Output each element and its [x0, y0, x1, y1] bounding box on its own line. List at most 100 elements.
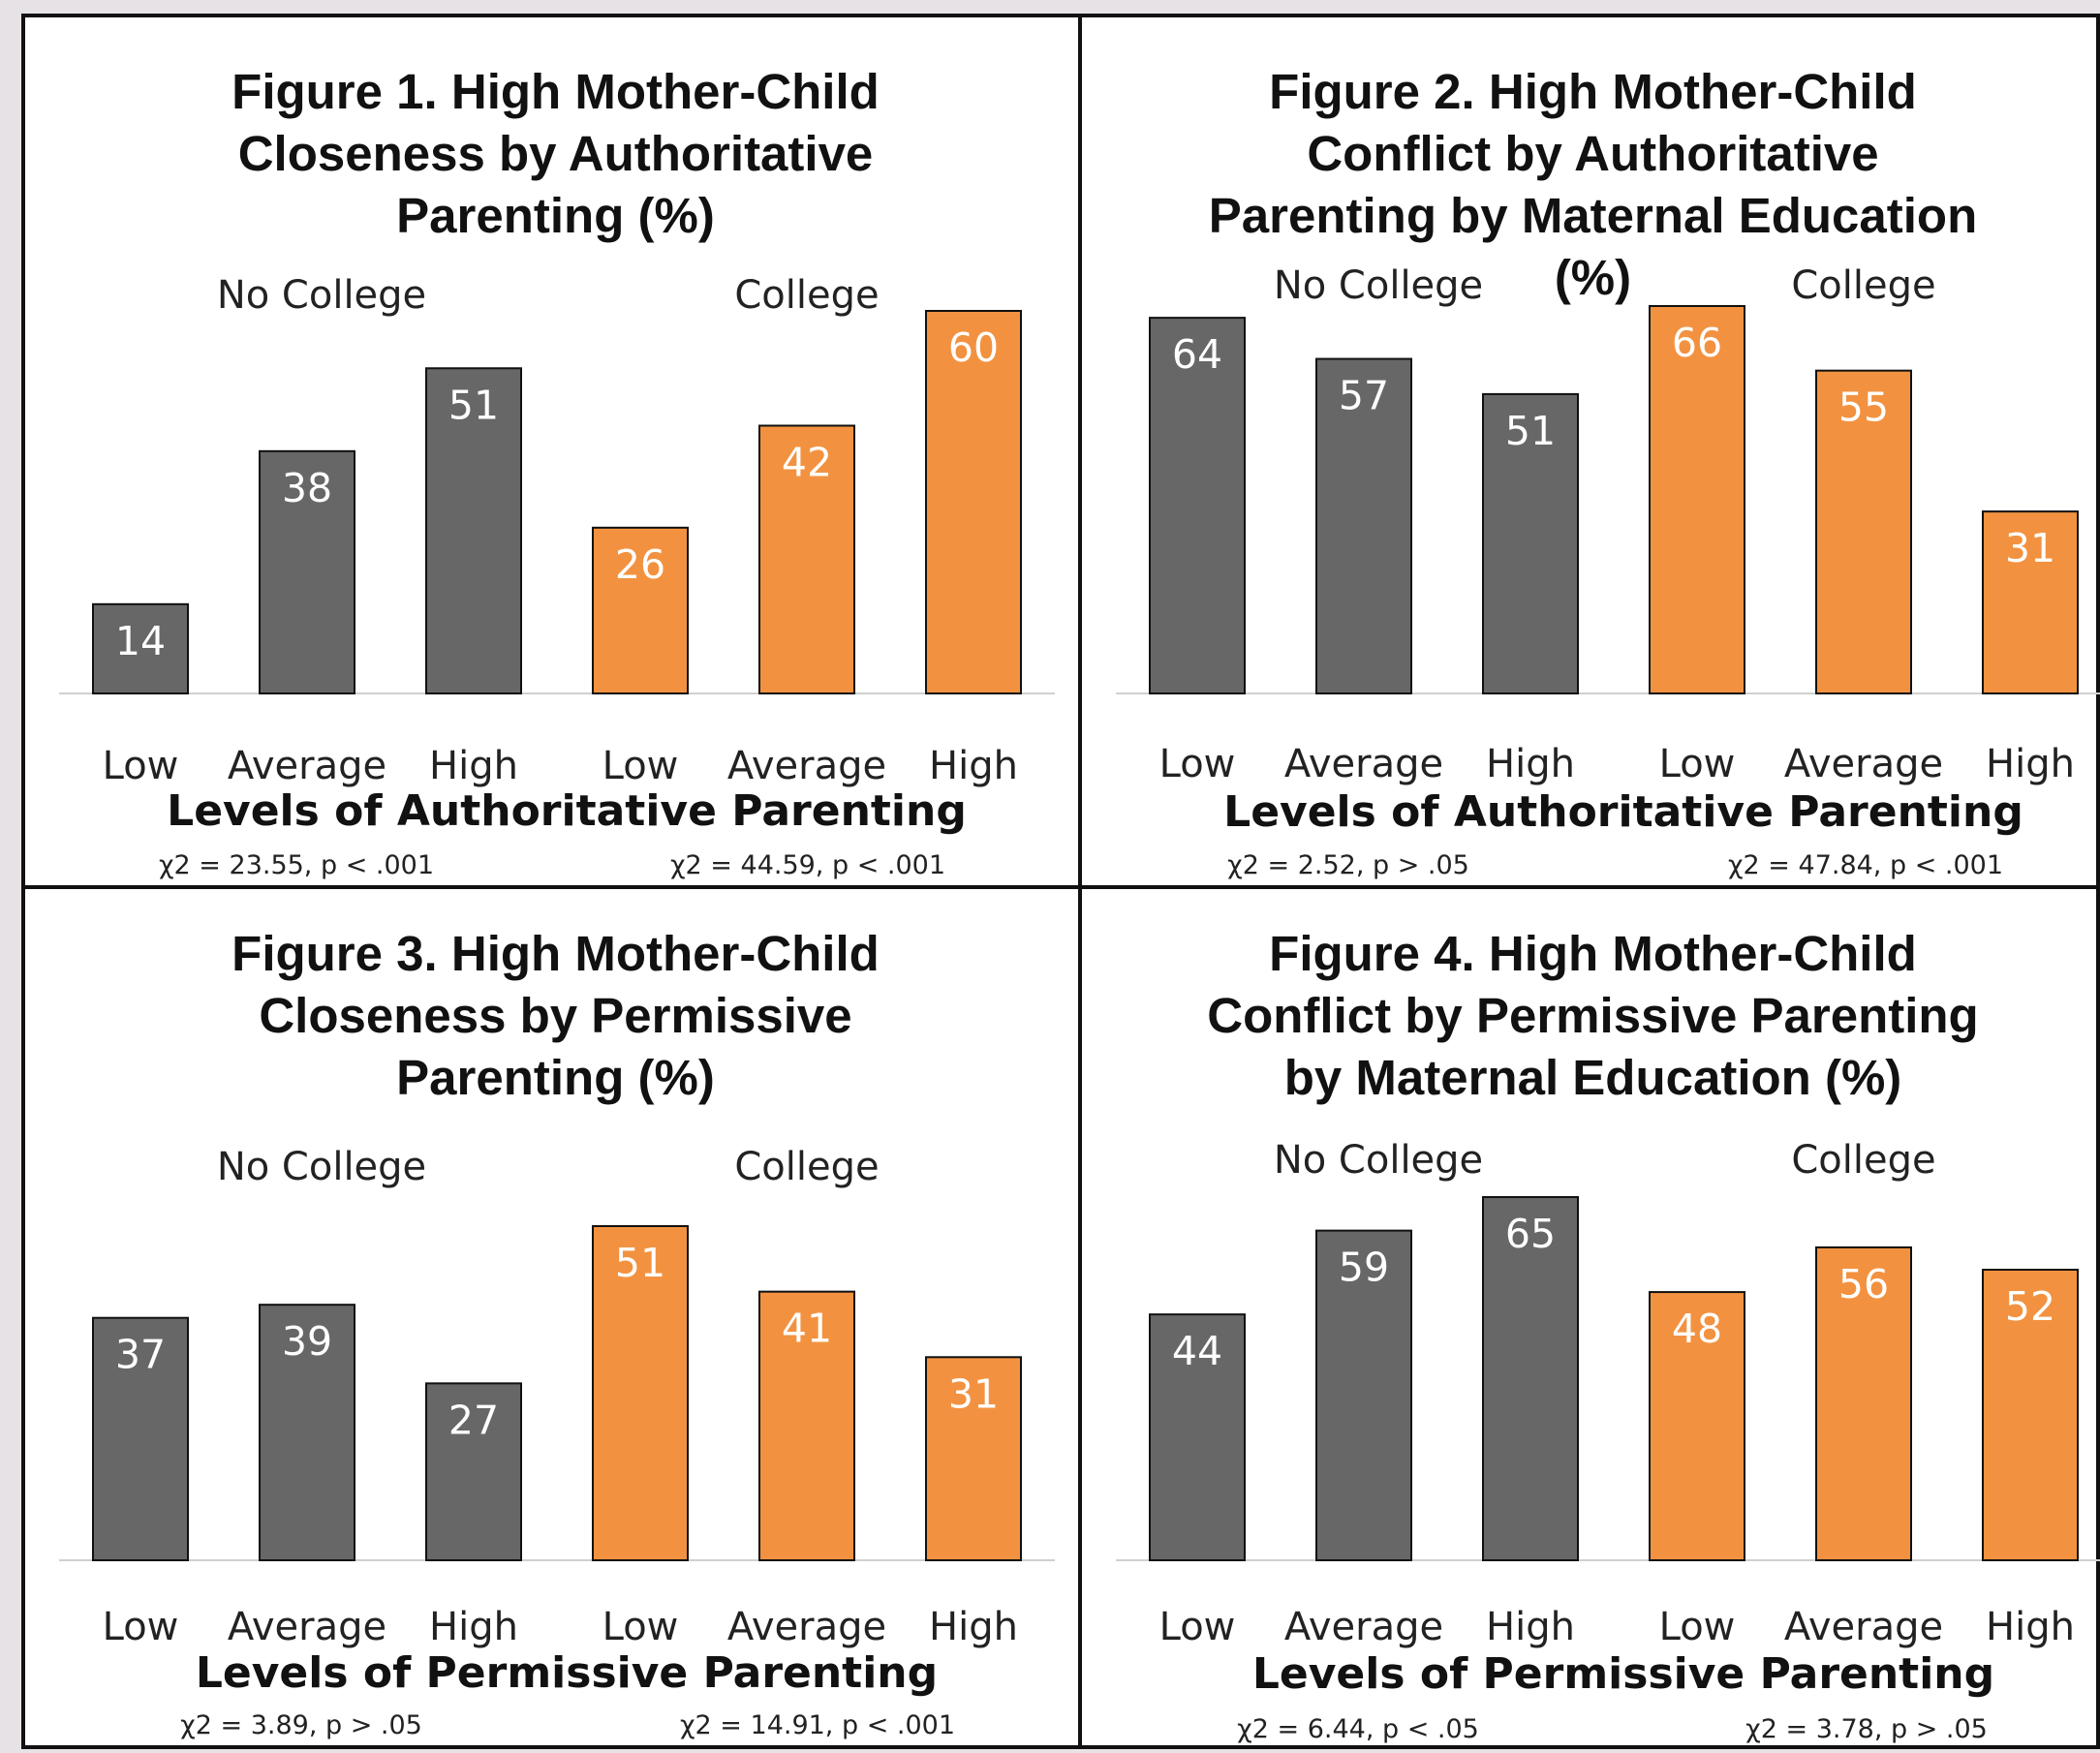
chart-panel-3: Figure 3. High Mother-Child Closeness by …: [21, 885, 1082, 1749]
x-tick-label: High: [929, 1605, 1018, 1649]
x-tick-label: Average: [228, 1605, 386, 1649]
x-axis-label: Levels of Permissive Parenting: [196, 1648, 938, 1698]
bar-chart-2: Figure 2. High Mother-Child Conflict by A…: [1116, 64, 2100, 880]
data-label: 38: [282, 465, 332, 511]
chart-title-line: Parenting (%): [396, 1050, 715, 1105]
x-tick-label: Low: [103, 1605, 179, 1649]
data-label: 37: [115, 1332, 166, 1378]
bar: [1982, 1269, 2079, 1561]
chart-panel-2: Figure 2. High Mother-Child Conflict by A…: [1078, 14, 2100, 889]
x-axis-label: Levels of Authoritative Parenting: [1223, 787, 2023, 837]
x-tick-label: High: [1486, 1605, 1575, 1649]
x-tick-label: High: [429, 744, 518, 788]
data-label: 66: [1672, 320, 1722, 366]
data-label: 51: [448, 382, 499, 428]
data-label: 60: [948, 324, 999, 371]
chi-square-stat: χ2 = 14.91, p < .001: [680, 1710, 955, 1740]
chi-square-stat: χ2 = 6.44, p < .05: [1237, 1714, 1479, 1744]
bar: [758, 1290, 855, 1561]
x-tick-label: Low: [602, 1605, 679, 1649]
data-label: 57: [1339, 373, 1389, 419]
x-tick-label: High: [1486, 742, 1575, 786]
chart-panel-4: Figure 4. High Mother-Child Conflict by P…: [1078, 885, 2100, 1749]
group-label: No College: [217, 273, 426, 318]
bar: [1482, 392, 1579, 694]
bar: [1149, 1313, 1246, 1561]
bar: [1815, 1246, 1912, 1561]
data-label: 59: [1339, 1245, 1389, 1291]
bar: [1815, 369, 1912, 694]
bar: [1649, 305, 1745, 694]
bar: [259, 449, 355, 695]
bar: [1482, 1196, 1579, 1561]
bar: [1149, 317, 1246, 694]
chart-title-line: Parenting (%): [396, 188, 715, 243]
data-label: 51: [615, 1240, 665, 1286]
x-tick-label: Low: [1159, 1605, 1236, 1649]
data-label: 65: [1505, 1211, 1556, 1257]
bar: [92, 1316, 189, 1561]
x-tick-label: Average: [727, 744, 886, 788]
data-label: 31: [2005, 525, 2055, 571]
x-tick-label: Low: [602, 744, 679, 788]
x-tick-label: Average: [1284, 742, 1443, 786]
bar: [1982, 510, 2079, 694]
chart-title-line: Conflict by Authoritative: [1307, 126, 1878, 181]
data-label: 14: [115, 618, 166, 664]
bar: [1315, 1229, 1412, 1561]
x-tick-label: High: [429, 1605, 518, 1649]
chart-title-line: Closeness by Authoritative: [238, 126, 874, 181]
chi-square-stat: χ2 = 3.78, p > .05: [1745, 1714, 1988, 1744]
x-tick-label: Average: [1784, 742, 1943, 786]
bar: [1649, 1291, 1745, 1561]
bar: [1315, 357, 1412, 694]
group-label: College: [1791, 1138, 1935, 1183]
chi-square-stat: χ2 = 2.52, p > .05: [1227, 850, 1469, 880]
x-tick-label: Low: [1659, 1605, 1736, 1649]
bar: [925, 310, 1022, 694]
x-tick-label: Average: [228, 744, 386, 788]
x-tick-label: High: [1986, 742, 2075, 786]
group-label: College: [1791, 263, 1935, 308]
x-tick-label: Average: [1784, 1605, 1943, 1649]
chart-title-line: Figure 1. High Mother-Child: [232, 64, 880, 119]
data-label: 31: [948, 1370, 999, 1417]
chart-title-line: Figure 2. High Mother-Child: [1269, 64, 1917, 119]
x-tick-label: High: [1986, 1605, 2075, 1649]
x-axis-label: Levels of Authoritative Parenting: [167, 786, 967, 836]
bar: [592, 1225, 689, 1561]
data-label: 48: [1672, 1306, 1722, 1352]
bar-chart-4: Figure 4. High Mother-Child Conflict by P…: [1116, 926, 2100, 1744]
bar: [92, 602, 189, 694]
x-tick-label: High: [929, 744, 1018, 788]
bar: [425, 367, 522, 694]
chart-title-line: Conflict by Permissive Parenting: [1207, 988, 1978, 1043]
bar: [758, 424, 855, 694]
x-axis-label: Levels of Permissive Parenting: [1252, 1649, 1994, 1699]
bar: [925, 1356, 1022, 1562]
data-label: 51: [1505, 408, 1556, 454]
data-label: 41: [782, 1306, 832, 1352]
chi-square-stat: χ2 = 3.89, p > .05: [180, 1710, 422, 1740]
bar-chart-1: Figure 1. High Mother-Child Closeness by …: [59, 64, 1055, 880]
chi-square-stat: χ2 = 47.84, p < .001: [1728, 850, 2003, 880]
chart-panel-1: Figure 1. High Mother-Child Closeness by …: [21, 14, 1082, 889]
chi-square-stat: χ2 = 44.59, p < .001: [670, 850, 945, 880]
chi-square-stat: χ2 = 23.55, p < .001: [159, 850, 434, 880]
bar: [592, 526, 689, 694]
chart-title-line: by Maternal Education (%): [1284, 1050, 1902, 1105]
x-tick-label: Average: [727, 1605, 886, 1649]
data-label: 52: [2005, 1283, 2055, 1330]
x-tick-label: Low: [1659, 742, 1736, 786]
chart-title-line: Figure 3. High Mother-Child: [232, 926, 880, 981]
bar: [425, 1382, 522, 1561]
x-tick-label: Average: [1284, 1605, 1443, 1649]
chart-title-line: (%): [1555, 250, 1631, 305]
data-label: 44: [1172, 1328, 1222, 1374]
group-label: No College: [217, 1145, 426, 1189]
bar: [259, 1304, 355, 1561]
data-label: 64: [1172, 331, 1222, 378]
group-label: College: [734, 273, 879, 318]
group-label: College: [734, 1145, 879, 1189]
